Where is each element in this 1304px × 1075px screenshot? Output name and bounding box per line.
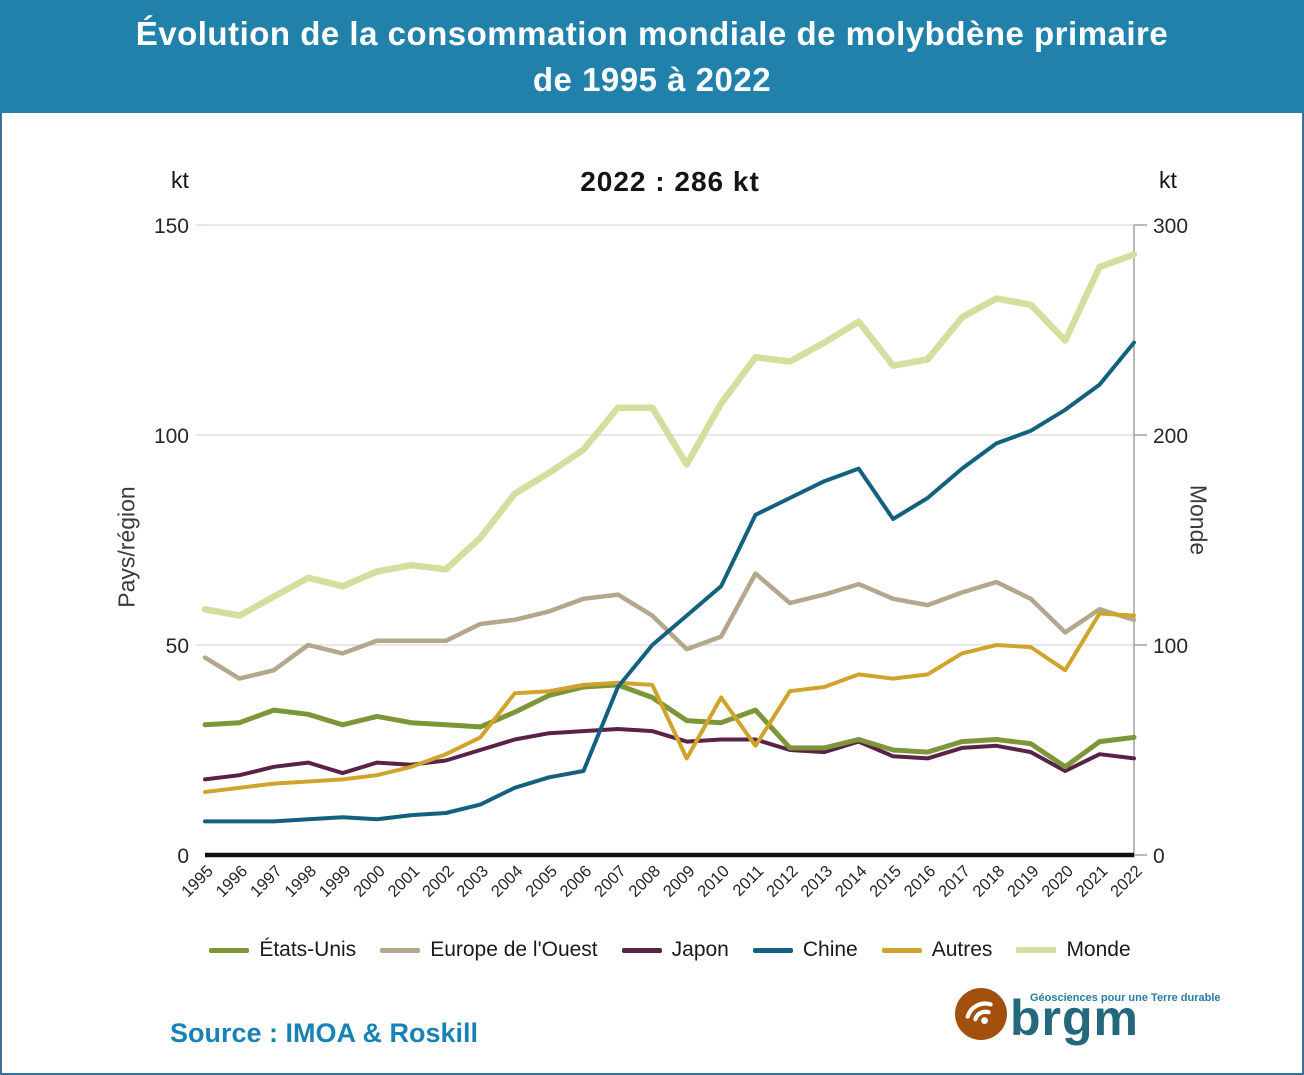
legend-label: États-Unis bbox=[259, 938, 357, 961]
left-tick-label-150: 150 bbox=[154, 215, 189, 238]
x-tick-label-1999: 1999 bbox=[316, 862, 355, 901]
left-axis-title: Pays/région bbox=[113, 486, 140, 608]
legend-item-autres: Autres bbox=[881, 938, 993, 962]
x-tick-label-2007: 2007 bbox=[591, 862, 630, 901]
brgm-tagline: Géosciences pour une Terre durable bbox=[1030, 992, 1221, 1004]
x-tick-label-2009: 2009 bbox=[660, 862, 699, 901]
chart-line-chine bbox=[203, 340, 1136, 824]
x-tick-label-2019: 2019 bbox=[1004, 862, 1043, 901]
x-tick-label-2020: 2020 bbox=[1038, 862, 1077, 901]
left-tick-label-0: 0 bbox=[177, 845, 189, 868]
left-axis-unit: kt bbox=[171, 167, 189, 193]
x-tick-label-2018: 2018 bbox=[970, 862, 1009, 901]
legend-item-monde: Monde bbox=[1016, 938, 1131, 962]
page-title-line1: Évolution de la consommation mondiale de… bbox=[135, 14, 1169, 52]
legend-swatch bbox=[881, 947, 922, 953]
x-tick-label-2014: 2014 bbox=[832, 862, 871, 901]
left-tick-label-100: 100 bbox=[154, 425, 189, 448]
x-tick-label-2011: 2011 bbox=[730, 862, 768, 900]
legend-swatch bbox=[1016, 946, 1057, 954]
x-tick-label-2001: 2001 bbox=[385, 862, 424, 901]
legend-swatch bbox=[621, 947, 662, 953]
legend-item-chine: Chine bbox=[752, 938, 858, 962]
legend-label: Europe de l'Ouest bbox=[430, 938, 598, 961]
x-tick-label-2015: 2015 bbox=[866, 862, 905, 901]
chart-line-japon bbox=[203, 727, 1136, 782]
brgm-logo: brgm Géosciences pour une Terre durable bbox=[952, 980, 1221, 1066]
x-tick-label-2010: 2010 bbox=[694, 862, 733, 901]
x-tick-label-2016: 2016 bbox=[901, 862, 940, 901]
legend-item-japon: Japon bbox=[621, 938, 729, 962]
left-tick-label-50: 50 bbox=[166, 635, 189, 658]
chart-annotation-2022: 2022 : 286 kt bbox=[580, 166, 760, 197]
x-tick-label-2000: 2000 bbox=[350, 862, 389, 901]
legend-label: Monde bbox=[1066, 938, 1131, 961]
legend-label: Chine bbox=[802, 938, 858, 961]
chart-line-autres bbox=[203, 611, 1136, 794]
x-tick-label-1998: 1998 bbox=[281, 862, 320, 901]
x-tick-label-2002: 2002 bbox=[419, 862, 458, 901]
x-tick-label-2022: 2022 bbox=[1107, 862, 1146, 901]
brgm-globe-icon bbox=[955, 988, 1007, 1040]
chart-legend: États-Unis Europe de l'Ouest Japon Chine Aut… bbox=[185, 938, 1155, 962]
chart-line--tats-unis bbox=[202, 682, 1137, 770]
right-tick-label-100: 100 bbox=[1153, 635, 1188, 658]
legend-item--tats-unis: États-Unis bbox=[209, 938, 356, 962]
x-tick-label-2012: 2012 bbox=[763, 862, 802, 901]
x-tick-label-2003: 2003 bbox=[453, 862, 492, 901]
x-tick-label-2004: 2004 bbox=[488, 862, 527, 901]
x-tick-label-2005: 2005 bbox=[522, 862, 561, 901]
page-title-line2: de 1995 à 2022 bbox=[532, 60, 772, 98]
right-axis-unit: kt bbox=[1159, 167, 1177, 193]
source-text: Source : IMOA & Roskill bbox=[170, 1018, 479, 1048]
x-tick-label-2017: 2017 bbox=[935, 862, 974, 901]
legend-swatch bbox=[209, 947, 250, 953]
x-tick-label-1997: 1997 bbox=[247, 862, 286, 901]
x-tick-label-2006: 2006 bbox=[557, 862, 596, 901]
right-tick-label-0: 0 bbox=[1153, 845, 1165, 868]
chart-line-europe-de-l-ouest bbox=[202, 571, 1137, 681]
x-tick-label-2021: 2021 bbox=[1073, 862, 1112, 901]
legend-item-europe-de-l-ouest: Europe de l'Ouest bbox=[380, 938, 598, 962]
right-tick-label-200: 200 bbox=[1153, 425, 1188, 448]
legend-label: Japon bbox=[671, 938, 729, 961]
brgm-wordmark: brgm bbox=[1010, 990, 1139, 1046]
legend-swatch bbox=[752, 947, 793, 953]
legend-label: Autres bbox=[931, 938, 993, 961]
x-tick-label-1996: 1996 bbox=[213, 862, 252, 901]
right-axis-title: Monde bbox=[1185, 484, 1212, 556]
x-tick-label-2008: 2008 bbox=[625, 862, 664, 901]
legend-swatch bbox=[380, 947, 421, 953]
title-banner: Évolution de la consommation mondiale de… bbox=[0, 0, 1304, 113]
chart-line-monde bbox=[201, 251, 1138, 619]
right-tick-label-300: 300 bbox=[1153, 215, 1188, 238]
x-tick-label-2013: 2013 bbox=[797, 862, 836, 901]
